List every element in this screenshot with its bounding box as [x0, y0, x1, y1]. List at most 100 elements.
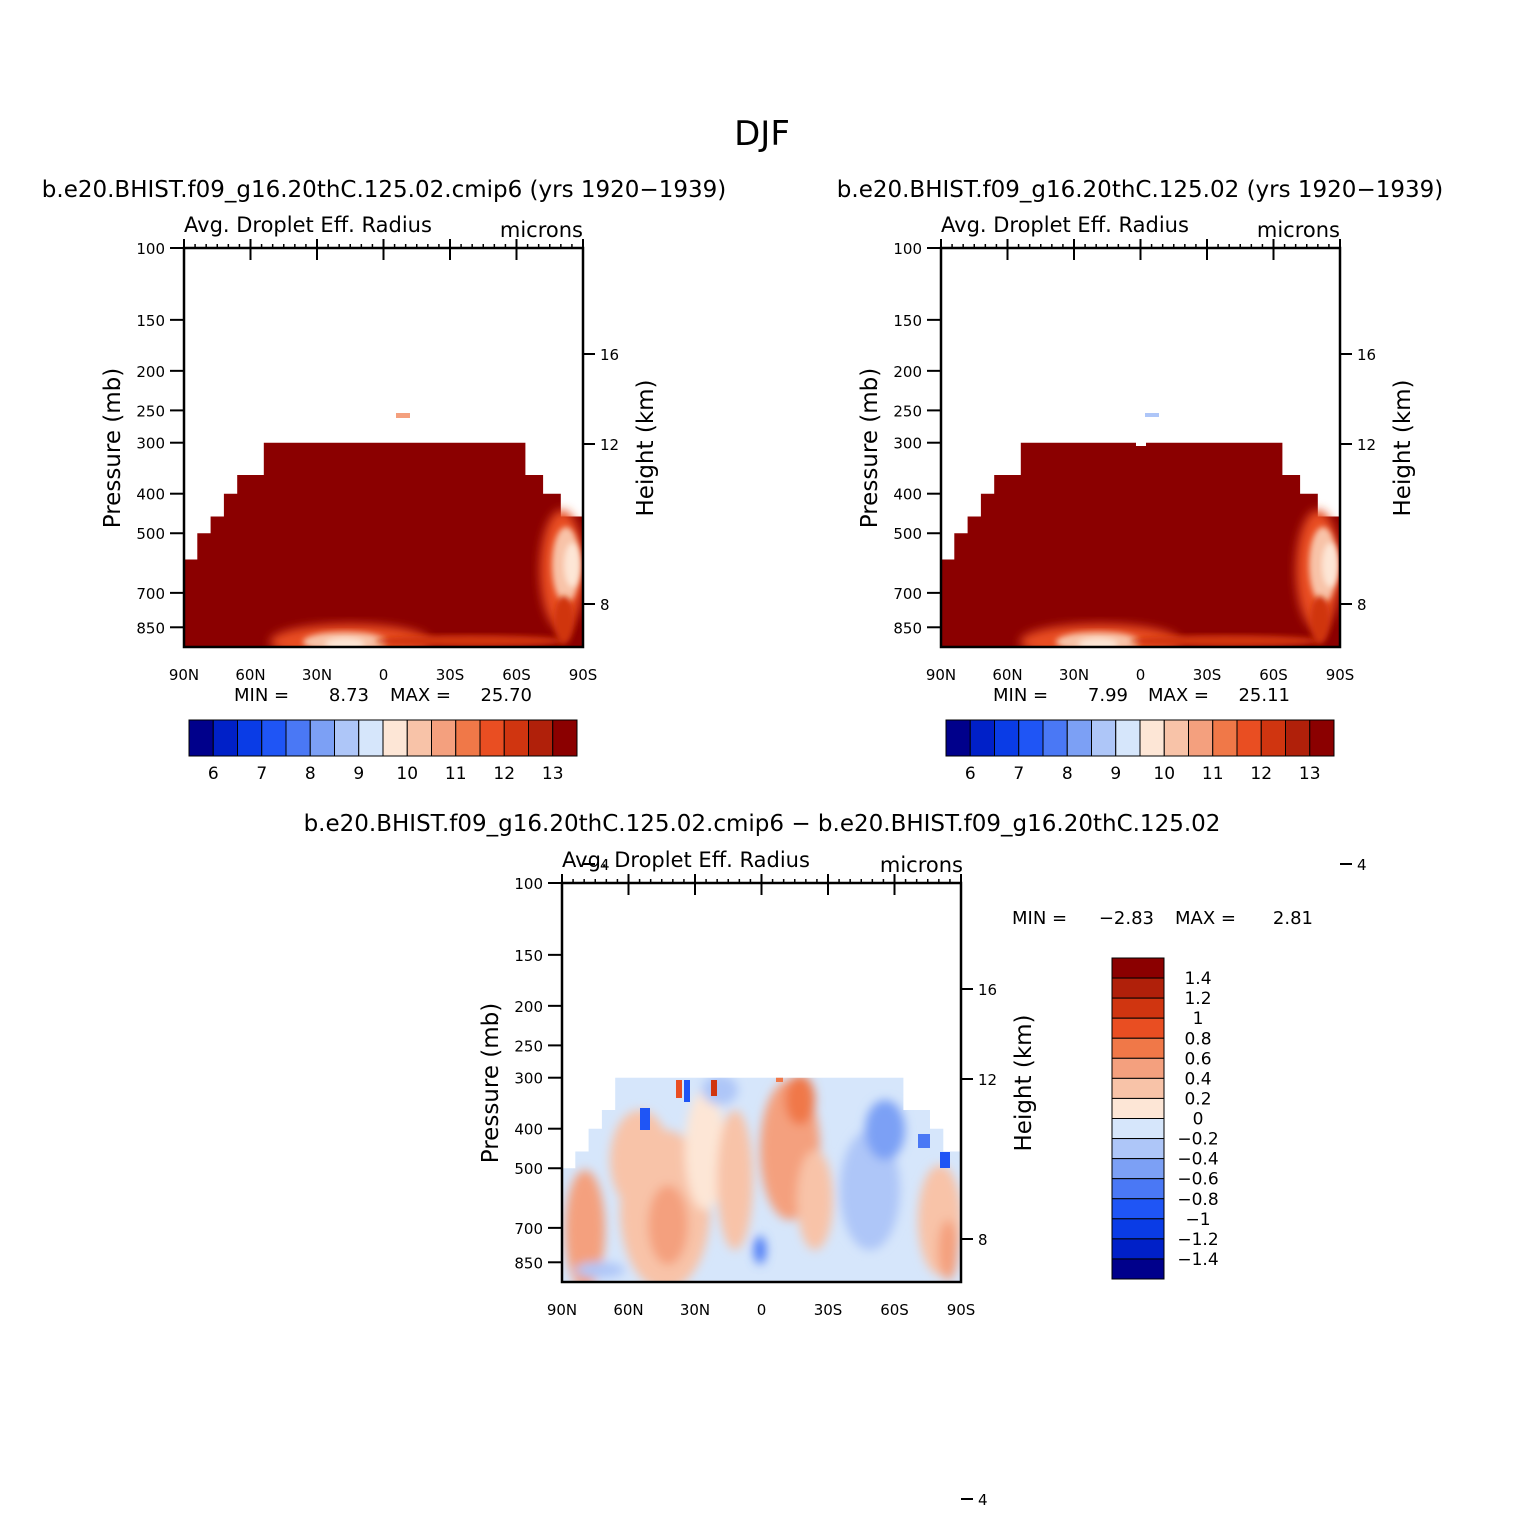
x-tick-label: 0: [379, 666, 389, 684]
y-tick-label: 300: [136, 435, 165, 453]
y-tick-label: 150: [136, 312, 165, 330]
colorbar-label: 8: [1062, 764, 1073, 784]
colorbar-swatch: [1111, 1258, 1165, 1280]
panel-1-ylabel-right: Height (km): [633, 379, 659, 516]
colorbar-swatch: [528, 719, 554, 757]
y-tick-label: 500: [514, 1160, 543, 1178]
x-tick-label: 0: [757, 1301, 767, 1319]
colorbar-swatch: [1285, 719, 1311, 757]
colorbar-label: 11: [1202, 764, 1224, 784]
colorbar-label: −1: [1185, 1210, 1210, 1230]
panel-1-title: b.e20.BHIST.f09_g16.20thC.125.02.cmip6 (…: [42, 177, 726, 203]
panel-2-plot: [941, 413, 1340, 647]
panel-2-min-value: 7.99: [1088, 685, 1128, 706]
y-tick-label: 850: [893, 619, 922, 637]
y-tick-label: 700: [514, 1220, 543, 1238]
x-tick-label: 60N: [613, 1301, 643, 1319]
panel-diff-axes: 100 150 200 250 300 400 500 700 850 90N 60N 30N 0 30S…: [514, 874, 997, 1509]
x-tick-label: 30N: [680, 1301, 710, 1319]
panel-2-cloud-field: [941, 442, 1340, 647]
panel-2-units: microns: [1257, 218, 1340, 242]
colorbar-swatch: [455, 719, 481, 757]
x-tick-label: 30S: [814, 1301, 843, 1319]
colorbar-swatch: [188, 719, 214, 757]
colorbar-swatch: [1115, 719, 1141, 757]
panel-2-axes: 100 150 200 250 300 400 500 700 850 90N 60N 30N 0 30S…: [893, 239, 1376, 874]
colorbar-label: 9: [1110, 764, 1121, 784]
colorbar-swatch: [1188, 719, 1214, 757]
colorbar-swatch: [237, 719, 263, 757]
colorbar-swatch: [1212, 719, 1238, 757]
panel-diff-colorbar: 1.41.210.80.60.40.20−0.2−0.4−0.6−0.8−1−1…: [1111, 957, 1219, 1280]
y-tick-label: 150: [893, 312, 922, 330]
x-tick-label: 30N: [302, 666, 332, 684]
colorbar-label: 7: [256, 764, 267, 784]
panel-1-max-value: 25.70: [480, 685, 532, 706]
y-tick-label: 250: [514, 1037, 543, 1055]
panel-2: b.e20.BHIST.f09_g16.20thC.125.02 (yrs 19…: [837, 177, 1443, 874]
colorbar-label: −0.6: [1177, 1170, 1218, 1190]
panel-diff-plot: [562, 1077, 961, 1282]
panel-1-cloud-field: [184, 442, 583, 647]
panel-diff-max-label: MAX =: [1175, 908, 1236, 929]
x-tick-label: 60S: [502, 666, 531, 684]
y-tick-label: 200: [514, 998, 543, 1016]
y-tick-label: 400: [893, 486, 922, 504]
colorbar-swatch: [382, 719, 408, 757]
panel-diff-shading: [565, 1077, 961, 1282]
colorbar-swatch: [1139, 719, 1165, 757]
y-tick-label: 700: [893, 585, 922, 603]
colorbar-label: 0.6: [1184, 1049, 1211, 1069]
y-right-tick-label: 16: [600, 346, 619, 364]
colorbar-swatch: [1066, 719, 1092, 757]
panel-diff-ylabel-right: Height (km): [1011, 1014, 1037, 1151]
panel-diff: b.e20.BHIST.f09_g16.20thC.125.02.cmip6 −…: [304, 811, 1313, 1509]
colorbar-swatch: [479, 719, 505, 757]
colorbar-swatch: [212, 719, 238, 757]
colorbar-swatch: [334, 719, 360, 757]
panel-diff-variable: Avg. Droplet Eff. Radius: [562, 848, 810, 872]
colorbar-label: 10: [1153, 764, 1175, 784]
colorbar-swatch: [1111, 1037, 1165, 1059]
colorbar-label: 0.2: [1184, 1089, 1211, 1109]
y-tick-label: 100: [136, 240, 165, 258]
colorbar-swatch: [1042, 719, 1068, 757]
y-tick-label: 850: [136, 619, 165, 637]
y-right-tick-label: 4: [600, 856, 610, 874]
colorbar-swatch: [1111, 1017, 1165, 1039]
panel-2-title: b.e20.BHIST.f09_g16.20thC.125.02 (yrs 19…: [837, 177, 1443, 203]
colorbar-label: 12: [493, 764, 515, 784]
panel-2-variable: Avg. Droplet Eff. Radius: [941, 213, 1189, 237]
colorbar-swatch: [1111, 957, 1165, 979]
y-tick-label: 250: [893, 402, 922, 420]
colorbar-swatch: [945, 719, 971, 757]
colorbar-swatch: [309, 719, 335, 757]
colorbar-swatch: [431, 719, 457, 757]
y-right-tick-label: 4: [978, 1491, 988, 1509]
colorbar-label: 6: [208, 764, 219, 784]
colorbar-label: 0.4: [1184, 1069, 1211, 1089]
colorbar-swatch: [1111, 1158, 1165, 1180]
y-tick-label: 850: [514, 1254, 543, 1272]
panel-2-ylabel: Pressure (mb): [857, 368, 883, 528]
y-tick-label: 100: [893, 240, 922, 258]
colorbar-swatch: [1111, 1057, 1165, 1079]
panel-2-ylabel-right: Height (km): [1390, 379, 1416, 516]
colorbar-label: 8: [305, 764, 316, 784]
colorbar-swatch: [261, 719, 287, 757]
figure-title: DJF: [734, 114, 790, 154]
colorbar-swatch: [1309, 719, 1335, 757]
x-tick-label: 90N: [547, 1301, 577, 1319]
panel-1-plot: [184, 413, 583, 647]
colorbar-label: 1.2: [1184, 989, 1211, 1009]
y-right-tick-label: 12: [600, 436, 619, 454]
colorbar-label: 13: [1299, 764, 1321, 784]
panel-2-colorbar: 6 7 8 9 10 11 12 13: [945, 719, 1335, 784]
colorbar-swatch: [285, 719, 311, 757]
colorbar-swatch: [1091, 719, 1117, 757]
x-tick-label: 60N: [992, 666, 1022, 684]
panel-2-max-value: 25.11: [1238, 685, 1290, 706]
colorbar-label: 12: [1250, 764, 1272, 784]
y-tick-label: 150: [514, 947, 543, 965]
